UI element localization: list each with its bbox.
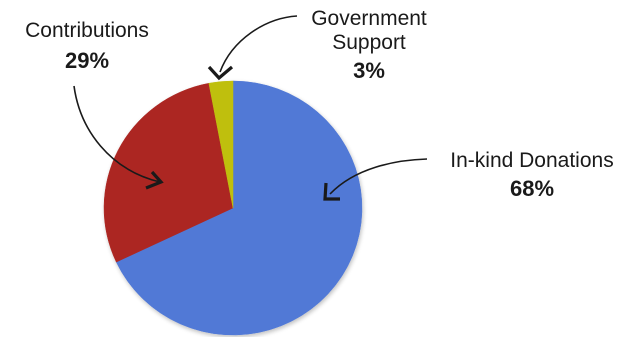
label-contributions: Contributions 29% [25, 19, 149, 73]
pie-slice-in-kind-donations [115, 80, 363, 336]
callout-arrow-government-support [207, 15, 298, 81]
slice-value-inkind-donations: 68% [510, 176, 554, 201]
slice-value-government-support: 3% [353, 58, 385, 83]
slice-label-contributions: Contributions [25, 19, 149, 42]
label-government-support: Government Support 3% [311, 7, 427, 83]
pie-slices [103, 80, 363, 336]
callout-arrow-contributions [73, 85, 164, 190]
callout-arrow-inkind-donations [323, 158, 428, 201]
slice-label-inkind-donations: In-kind Donations [450, 149, 613, 172]
slice-value-contributions: 29% [65, 48, 109, 73]
slice-label-government-line2: Support [332, 31, 406, 54]
label-inkind-donations: In-kind Donations 68% [450, 149, 613, 201]
pie-slice-government-support [208, 80, 234, 209]
pie-slice-contributions [103, 82, 234, 263]
slice-label-government-line1: Government [311, 7, 427, 30]
